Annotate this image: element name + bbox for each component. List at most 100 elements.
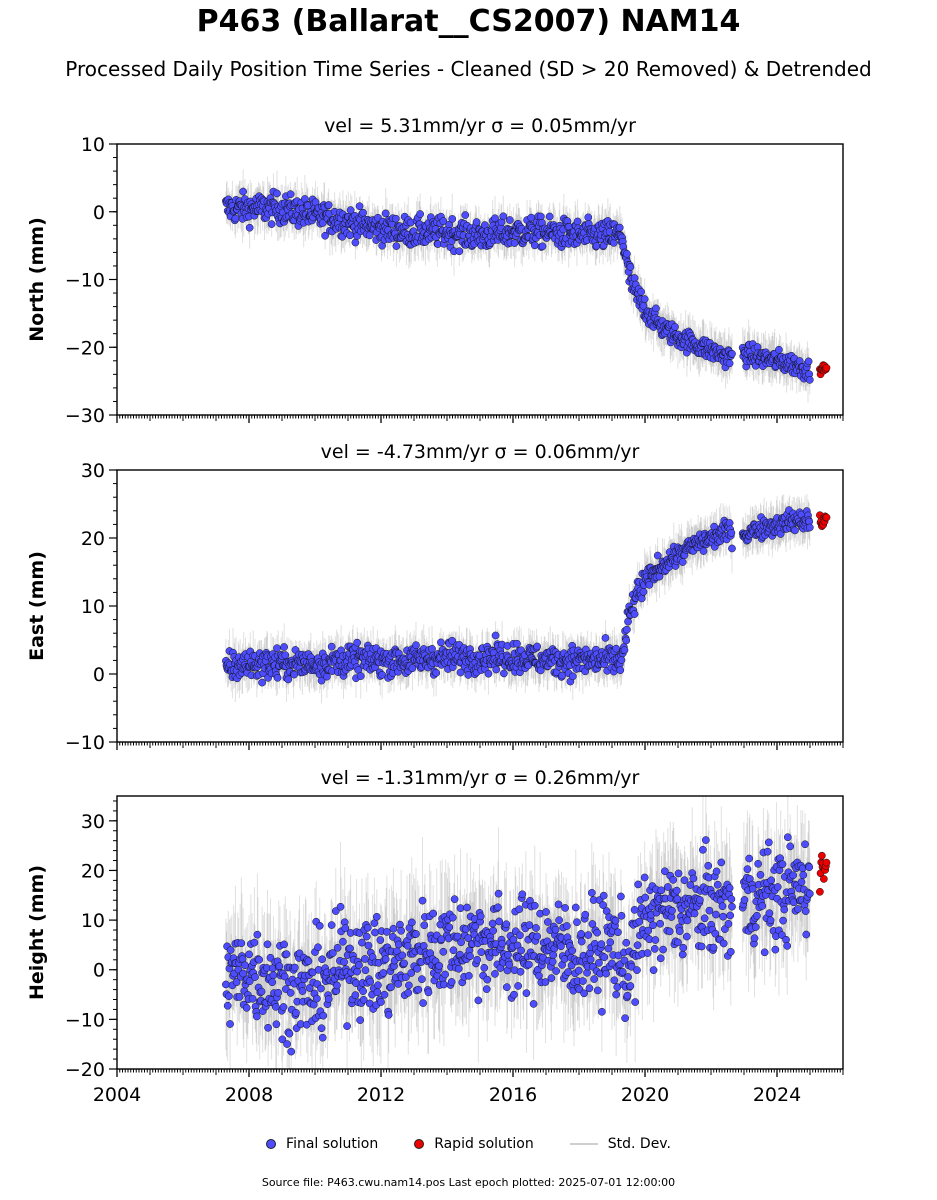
x-tick-label: 2016 bbox=[489, 1084, 537, 1106]
final-solution-point bbox=[536, 212, 545, 221]
final-solution-point bbox=[273, 644, 281, 653]
x-tick-label: 2012 bbox=[357, 1084, 405, 1106]
final-solution-point bbox=[231, 214, 240, 223]
rapid-solution-point bbox=[822, 513, 831, 522]
final-solution-point bbox=[500, 669, 508, 678]
final-solution-point bbox=[258, 678, 266, 687]
final-solution-point bbox=[245, 223, 254, 232]
final-solution-point bbox=[365, 231, 374, 240]
final-solution-point bbox=[484, 669, 493, 678]
y-tick-label: −20 bbox=[65, 337, 105, 359]
y-tick-label: −10 bbox=[65, 270, 105, 292]
final-solution-point bbox=[623, 625, 631, 634]
final-solution-point bbox=[640, 295, 649, 303]
y-axis-label: North (mm) bbox=[26, 217, 48, 342]
y-tick-label: 10 bbox=[81, 596, 105, 618]
chart-title: P463 (Ballarat__CS2007) NAM14 bbox=[196, 4, 741, 39]
plot-frame bbox=[116, 143, 844, 416]
final-solution-point bbox=[416, 210, 424, 218]
plot-area bbox=[222, 796, 831, 1069]
final-solution-point bbox=[321, 231, 329, 240]
final-solution-point bbox=[630, 610, 639, 618]
final-solution-point bbox=[448, 215, 457, 223]
final-solution-point bbox=[617, 656, 626, 664]
chart-subtitle: Processed Daily Position Time Series - C… bbox=[65, 57, 872, 81]
panel-east: vel = -4.73mm/yr σ = 0.06mm/yr East (mm) −… bbox=[26, 441, 844, 754]
final-solution-point bbox=[622, 636, 631, 645]
final-solution-point bbox=[805, 523, 814, 532]
plot-area bbox=[222, 493, 831, 704]
final-solution-point bbox=[530, 241, 539, 250]
y-tick-label: 0 bbox=[93, 664, 105, 686]
y-tick-label: 20 bbox=[81, 860, 105, 882]
final-solution-point bbox=[699, 547, 708, 555]
final-solution-point bbox=[639, 588, 648, 596]
y-tick-label: 30 bbox=[81, 811, 105, 833]
final-solution-point bbox=[725, 359, 734, 368]
final-solution-point bbox=[615, 223, 624, 232]
y-axis-label: East (mm) bbox=[26, 551, 48, 661]
final-solution-point bbox=[359, 208, 367, 217]
final-solution-point bbox=[545, 212, 554, 221]
final-solution-point bbox=[323, 672, 331, 681]
final-solution-point bbox=[472, 218, 481, 226]
final-solution-point bbox=[805, 376, 814, 384]
final-solution-point bbox=[324, 201, 333, 209]
final-solution-point bbox=[492, 665, 501, 674]
final-solution-point bbox=[318, 219, 327, 227]
y-tick-label: −20 bbox=[65, 1059, 105, 1081]
x-tick-label: 2004 bbox=[93, 1084, 141, 1106]
final-solution-point bbox=[464, 671, 473, 679]
final-solution-point bbox=[437, 638, 445, 647]
final-solution-point bbox=[609, 239, 618, 247]
final-solution-point bbox=[728, 544, 736, 553]
final-solution-point bbox=[439, 217, 448, 225]
final-solution-point bbox=[573, 217, 582, 226]
plot-frame bbox=[116, 469, 844, 743]
final-solution-point bbox=[456, 668, 465, 677]
final-solution-point bbox=[637, 287, 645, 296]
final-solution-point bbox=[623, 249, 631, 258]
panel-title: vel = 5.31mm/yr σ = 0.05mm/yr bbox=[324, 115, 636, 137]
y-tick-label: 0 bbox=[93, 202, 105, 224]
y-tick-label: −30 bbox=[65, 405, 105, 427]
panel-title: vel = -1.31mm/yr σ = 0.26mm/yr bbox=[321, 767, 640, 789]
final-solution-point bbox=[491, 631, 500, 640]
final-solution-point bbox=[273, 673, 282, 682]
x-tick-label: 2008 bbox=[225, 1084, 273, 1106]
final-solution-point bbox=[584, 213, 593, 222]
panel-title: vel = -4.73mm/yr σ = 0.06mm/yr bbox=[321, 441, 640, 463]
final-solution-point bbox=[655, 572, 664, 581]
final-solution-point bbox=[355, 202, 364, 211]
y-axis-label: Height (mm) bbox=[26, 865, 48, 1000]
x-tick-label: 2020 bbox=[621, 1084, 669, 1106]
rapid-solution-point bbox=[822, 363, 831, 372]
final-solution-point bbox=[652, 304, 660, 313]
final-solution-point bbox=[284, 675, 293, 684]
final-solution-point bbox=[510, 239, 519, 247]
final-solution-point bbox=[273, 189, 281, 198]
final-solution-point bbox=[428, 645, 436, 653]
final-solution-point bbox=[455, 247, 464, 256]
final-solution-point bbox=[653, 551, 662, 560]
y-tick-label: 0 bbox=[93, 960, 105, 982]
final-solution-point bbox=[612, 644, 621, 653]
final-solution-point bbox=[568, 672, 577, 681]
final-solution-point bbox=[775, 345, 783, 354]
final-solution-point bbox=[392, 242, 401, 250]
final-solution-point bbox=[267, 220, 276, 228]
final-solution-point bbox=[290, 670, 299, 679]
final-solution-point bbox=[491, 214, 499, 223]
final-solution-point bbox=[533, 642, 542, 651]
final-solution-point bbox=[804, 357, 813, 366]
final-solution-point bbox=[239, 187, 247, 196]
y-tick-label: 30 bbox=[81, 460, 105, 482]
final-solution-point bbox=[727, 529, 736, 537]
final-solution-point bbox=[630, 274, 639, 282]
final-solution-point bbox=[280, 643, 288, 651]
final-solution-point bbox=[620, 646, 629, 655]
final-solution-point bbox=[381, 209, 390, 218]
final-solution-point bbox=[671, 323, 679, 331]
